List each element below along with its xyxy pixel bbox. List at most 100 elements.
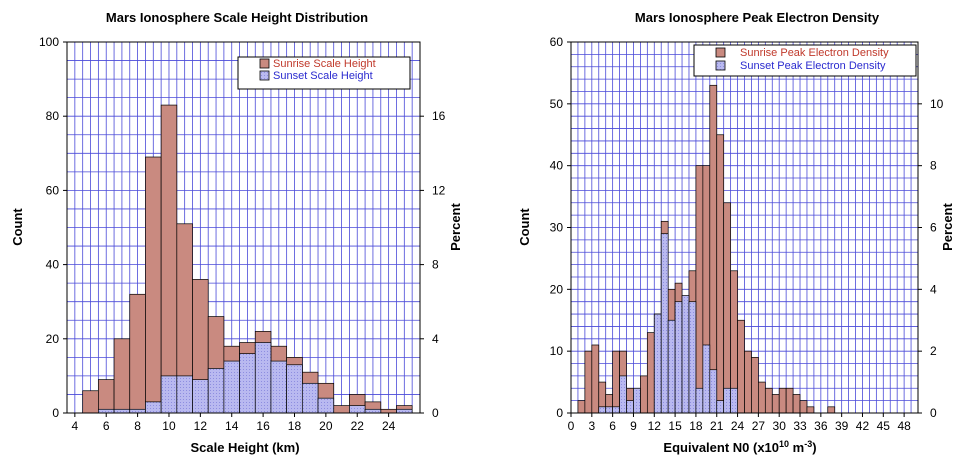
bar-sunrise: [577, 400, 586, 414]
bar-sunrise: [113, 338, 131, 414]
bar-sunset: [723, 387, 731, 414]
y2-tick-label: 0: [930, 406, 937, 420]
bar-sunset: [660, 233, 669, 414]
bar-sunrise: [129, 293, 146, 414]
x-tick-label: 33: [793, 419, 807, 433]
y-tick-label: 40: [550, 159, 564, 173]
bar-sunset: [730, 387, 738, 414]
x-tick-label: 16: [256, 419, 270, 433]
y2-tick-label: 0: [432, 406, 439, 420]
bar-sunrise: [723, 202, 731, 414]
x-tick-label: 3: [588, 419, 595, 433]
y2-tick-label: 4: [432, 332, 439, 346]
bar-sunrise: [744, 350, 752, 414]
y-tick-label: 40: [46, 258, 60, 272]
y2-tick-label: 10: [930, 97, 944, 111]
y-axis-label: Count: [517, 208, 532, 246]
bar-sunset: [364, 408, 382, 414]
bar-sunset: [98, 408, 115, 414]
y-tick-label: 10: [550, 344, 564, 358]
x-tick-label: 18: [689, 419, 703, 433]
y-tick-label: 80: [46, 109, 60, 123]
bar-sunset: [113, 408, 131, 414]
bar-sunrise: [785, 387, 794, 414]
bar-sunrise: [380, 408, 397, 414]
bar-sunrise: [737, 319, 745, 414]
x-axis-label-mid: m: [789, 440, 804, 455]
bar-sunset: [223, 360, 240, 414]
x-tick-label: 15: [668, 419, 682, 433]
legend-swatch-sunrise: [715, 47, 726, 58]
x-tick-label: 12: [194, 419, 208, 433]
bar-sunrise: [591, 344, 600, 414]
bar-sunset: [667, 319, 676, 414]
y2-tick-label: 12: [432, 183, 446, 197]
x-axis-label-sup1: 10: [779, 439, 789, 449]
bar-sunset: [145, 401, 162, 414]
bar-sunset: [254, 342, 272, 414]
bar-sunrise: [98, 379, 115, 414]
y-axis-label: Count: [10, 208, 25, 246]
bar-sunset: [396, 408, 413, 414]
y-tick-label: 100: [39, 35, 59, 49]
bar-sunset: [176, 375, 193, 414]
bar-sunset: [688, 301, 697, 414]
x-axis-label-sup2: -3: [804, 439, 812, 449]
bar-sunset: [605, 406, 613, 414]
bar-sunrise: [827, 406, 836, 414]
y-tick-label: 30: [550, 221, 564, 235]
bar-sunset: [317, 397, 335, 414]
bar-sunrise: [145, 156, 162, 414]
bar-sunset: [301, 382, 319, 414]
legend-swatch-sunrise: [259, 58, 270, 69]
y2-tick-label: 6: [930, 221, 937, 235]
x-tick-label: 45: [877, 419, 891, 433]
bar-sunset: [619, 375, 627, 414]
bar-sunrise: [333, 405, 350, 414]
bar-sunset: [702, 344, 711, 414]
bar-sunset: [598, 406, 607, 414]
bar-sunrise: [640, 375, 648, 414]
legend-label-sunrise: Sunrise Peak Electron Density: [740, 47, 889, 59]
x-axis-label-main: Equivalent N0 (x10: [663, 440, 779, 455]
x-tick-label: 6: [103, 419, 110, 433]
x-tick-label: 21: [710, 419, 724, 433]
x-tick-label: 8: [134, 419, 141, 433]
x-tick-label: 18: [288, 419, 302, 433]
y2-axis-label: Percent: [448, 202, 463, 250]
bars: [82, 104, 413, 414]
y2-tick-label: 2: [930, 344, 937, 358]
bar-sunrise: [160, 104, 178, 414]
x-tick-label: 42: [856, 419, 870, 433]
bar-sunrise: [792, 394, 801, 414]
bar-sunrise: [716, 134, 725, 414]
chart-scale-height: Mars Ionosphere Scale Height Distributio…: [10, 10, 463, 455]
bar-sunset: [270, 360, 287, 414]
y-tick-label: 20: [46, 332, 60, 346]
bar-sunset: [239, 353, 256, 414]
bar-sunset: [674, 301, 683, 414]
bar-sunset: [626, 400, 634, 414]
bar-sunrise: [806, 406, 815, 414]
legend: Sunrise Scale Height Sunset Scale Height: [237, 56, 411, 90]
x-tick-label: 12: [648, 419, 662, 433]
y-tick-label: 0: [52, 406, 59, 420]
bar-sunset: [129, 408, 146, 414]
bar-sunset: [709, 369, 718, 414]
x-tick-label: 6: [609, 419, 616, 433]
chart-title: Mars Ionosphere Peak Electron Density: [635, 10, 880, 25]
bar-sunrise: [646, 332, 655, 414]
bar-sunrise: [695, 165, 704, 414]
chart-title: Mars Ionosphere Scale Height Distributio…: [106, 10, 368, 25]
legend-label-sunset: Sunset Scale Height: [273, 70, 373, 82]
y-tick-label: 20: [550, 282, 564, 296]
bar-sunset: [633, 387, 641, 414]
bar-sunset: [681, 295, 690, 414]
bar-sunset: [349, 405, 366, 414]
y2-axis-label: Percent: [940, 202, 955, 250]
y-tick-label: 0: [556, 406, 563, 420]
bar-sunrise: [82, 390, 99, 414]
legend-label-sunset: Sunset Peak Electron Density: [740, 60, 886, 72]
